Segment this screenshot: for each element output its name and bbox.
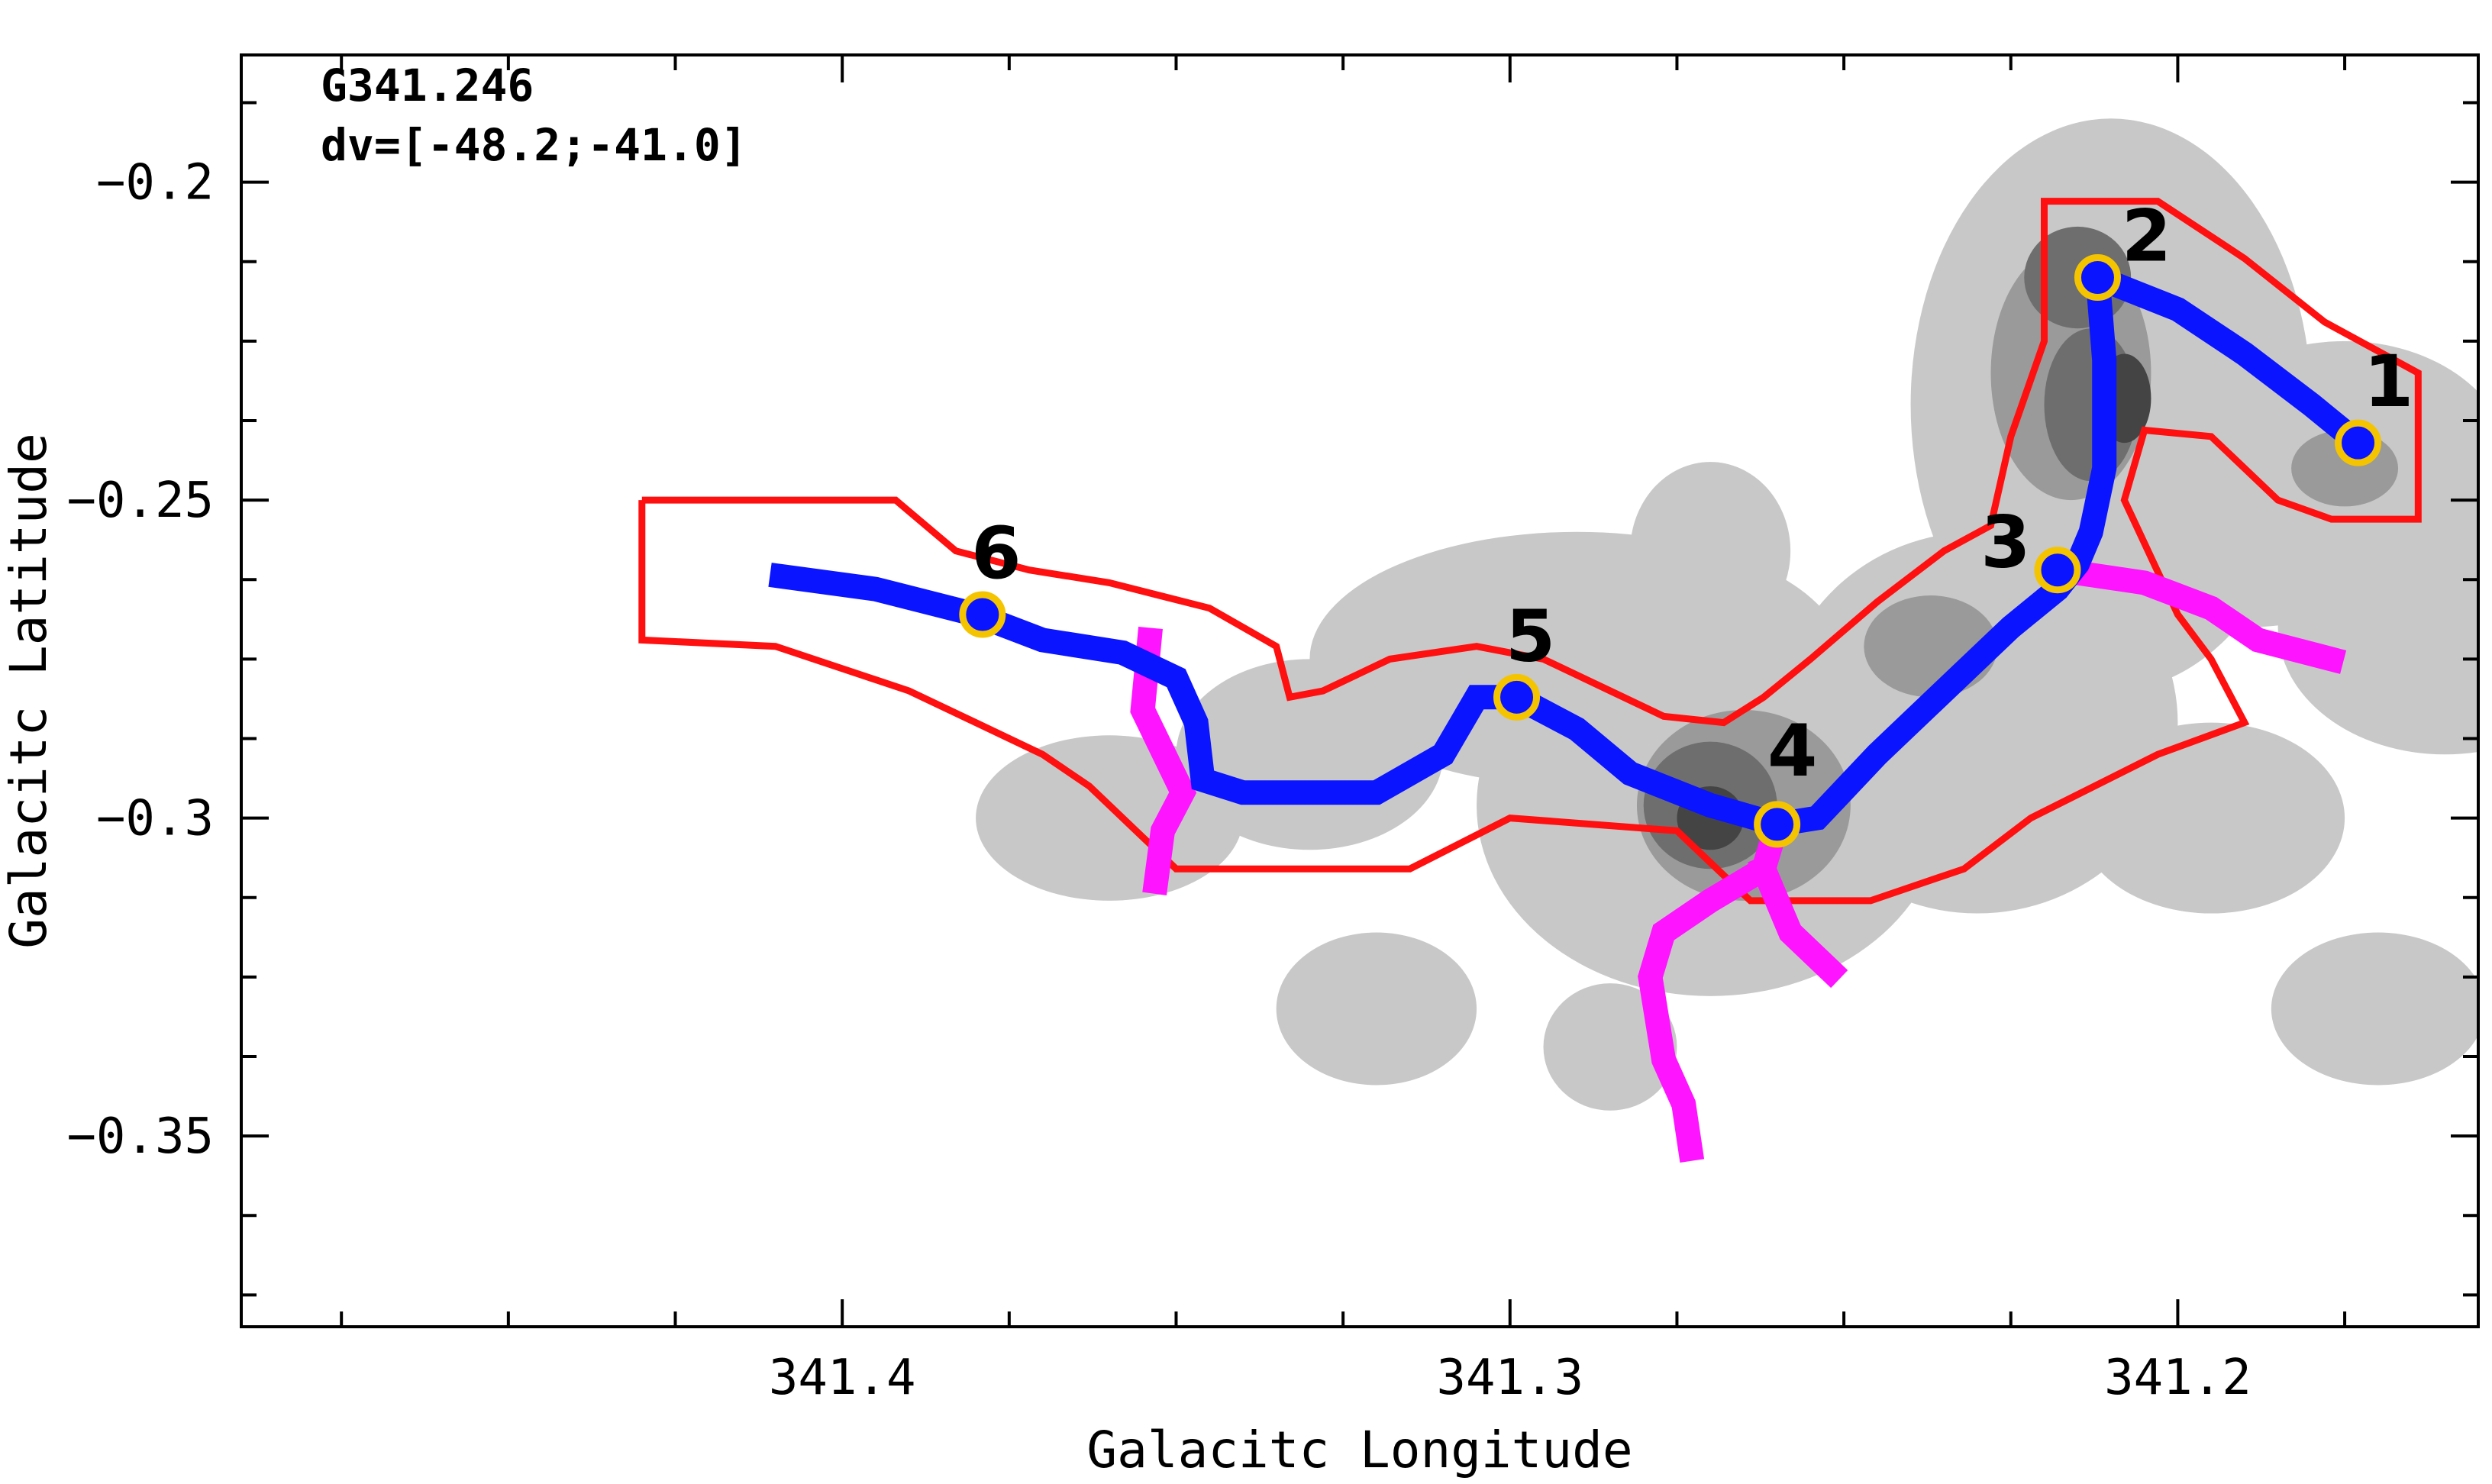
contour-level-1-blob [2277,500,2478,755]
boundary-layer [638,198,2422,905]
y-tick-label: −0.2 [96,155,214,211]
chart-title: G341.246 [321,60,534,111]
branches-layer [1130,556,2347,1163]
contour-level-1-blob [2077,722,2345,914]
y-tick-label: −0.3 [96,791,214,847]
marker-4-dot [1768,815,1786,833]
branch-left-line [1130,626,1197,895]
marker-5-dot [1508,689,1525,706]
marker-6-dot [973,606,991,624]
y-axis-label: Galacitc Latitude [0,433,58,949]
x-tick-label: 341.3 [1436,1350,1583,1406]
x-tick-label: 341.2 [2104,1350,2252,1406]
filament-boundary [638,198,2422,905]
branch-southeast-line [1748,853,1848,989]
contour-level-1-blob [1630,462,1791,640]
marker-1-label: 1 [2364,340,2413,424]
marker-2-label: 2 [2122,195,2171,279]
contour-level-1-blob [2271,932,2478,1086]
contour-level-1-blob [1543,983,1677,1111]
chart-subtitle: dv=[-48.2;-41.0] [321,119,747,171]
marker-3-dot [2048,561,2066,579]
x-tick-label: 341.4 [769,1350,916,1406]
marker-4-label: 4 [1767,710,1817,793]
marker-2-dot [2089,269,2106,286]
markers-layer: 1 2 3 4 5 6 [959,195,2413,848]
marker-3-label: 3 [1980,502,2030,585]
marker-5-label: 5 [1506,595,1555,678]
contour-level-1-blob [1276,932,1477,1086]
y-tick-label: −0.35 [66,1108,214,1165]
marker-1-dot [2349,434,2367,452]
x-axis-label: Galacitc Longitude [1086,1421,1632,1479]
main-filament-layer [768,259,2376,837]
branch-east-line [2043,556,2347,674]
marker-6-label: 6 [971,512,1021,595]
y-tick-label: −0.25 [66,473,214,529]
plot-frame [240,53,2480,1328]
main-filament-line [768,259,2376,837]
axes-layer: 341.4 341.3 341.2 −0.2 −0.25 −0.3 −0.35 [66,53,2480,1406]
